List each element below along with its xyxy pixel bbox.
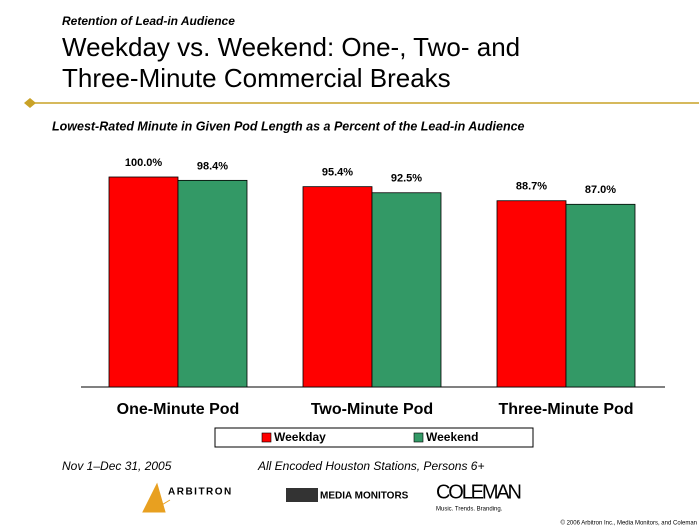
legend-box [214,427,534,448]
data-label: 95.4% [322,167,353,179]
x-tick-label: One-Minute Pod [117,401,240,418]
legend-swatch [261,432,272,443]
data-label: 92.5% [391,173,422,185]
title-line: Three-Minute Commercial Breaks [62,63,451,93]
logo-text: ARBITRON [168,487,233,498]
bar [302,186,373,388]
logo-tagline: Music. Trends. Branding. [436,507,503,513]
kicker: Retention of Lead-in Audience [62,14,235,28]
bar [565,203,636,388]
data-label: 98.4% [197,160,228,172]
title-line: Weekday vs. Weekend: One-, Two- and [62,32,520,62]
legend-swatch [413,432,424,443]
arbitron-icon [142,482,171,513]
logo-text: COLEMAN [436,481,522,503]
logo-text: MEDIA MONITORS [320,491,409,502]
data-label: 88.7% [516,181,547,193]
bar [371,192,442,388]
bar [496,200,567,388]
footer-date: Nov 1–Dec 31, 2005 [62,459,172,473]
divider-diamond [24,98,36,108]
media-monitors-icon [286,488,318,502]
data-label: 87.0% [585,184,616,196]
data-label: 100.0% [125,157,163,169]
footer-source: All Encoded Houston Stations, Persons 6+ [257,459,484,473]
bar [108,176,179,388]
bar [177,179,248,388]
legend-label: Weekday [274,430,326,444]
x-tick-label: Three-Minute Pod [498,401,633,418]
copyright: © 2006 Arbitron Inc., Media Monitors, an… [561,520,698,527]
x-tick-label: Two-Minute Pod [311,401,433,418]
subtitle: Lowest-Rated Minute in Given Pod Length … [52,119,525,133]
legend-label: Weekend [426,430,478,444]
